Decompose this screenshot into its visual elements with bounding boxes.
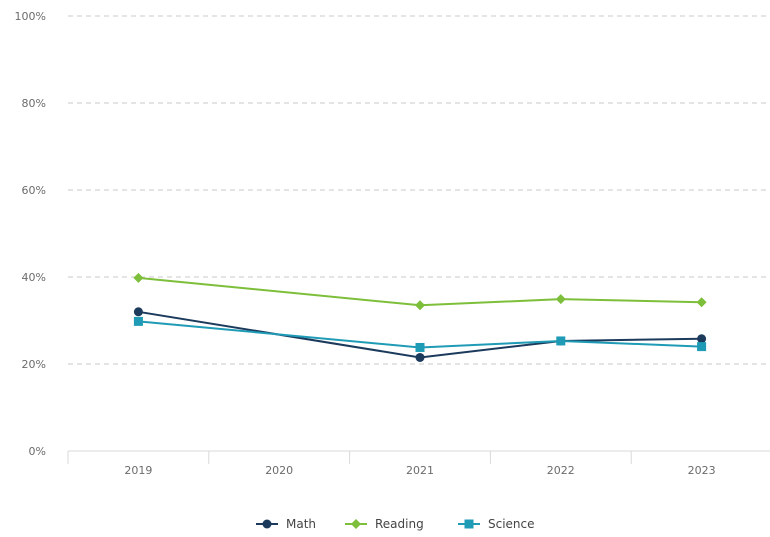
legend: Math Reading Science: [256, 517, 535, 531]
legend-label: Reading: [375, 517, 424, 531]
x-tick-label: 2019: [124, 464, 152, 477]
reading-data-point: [133, 272, 144, 283]
reading-data-point: [555, 294, 566, 305]
reading-data-point: [415, 300, 425, 311]
math-legend-marker: [262, 519, 272, 529]
x-tick-label: 2020: [265, 464, 293, 477]
x-tick-label: 2021: [406, 464, 434, 477]
science-data-point: [415, 342, 425, 352]
y-tick-label: 20%: [22, 358, 46, 371]
x-axis: [67, 450, 770, 464]
series-lines: [138, 276, 702, 359]
math-data-point: [133, 307, 143, 317]
x-tick-label: 2022: [547, 464, 575, 477]
x-tick-label: 2023: [688, 464, 716, 477]
science-series-line: [138, 320, 702, 349]
reading-legend-marker: [351, 519, 361, 529]
science-data-point: [556, 336, 566, 346]
science-legend-marker: [464, 519, 474, 529]
science-data-point: [133, 316, 143, 326]
legend-item-science: Science: [458, 517, 535, 531]
y-axis-tick-labels: 0% 20% 40% 60% 80% 100%: [15, 10, 46, 458]
legend-item-math: Math: [256, 517, 316, 531]
reading-series-line: [138, 276, 702, 307]
x-axis-tick-labels: 2019 2020 2021 2022 2023: [124, 464, 715, 477]
gridlines: [68, 15, 768, 365]
y-tick-label: 40%: [22, 271, 46, 284]
math-data-point: [697, 334, 707, 344]
y-tick-label: 80%: [22, 97, 46, 110]
series-markers: [133, 272, 707, 362]
legend-label: Science: [488, 517, 535, 531]
legend-item-reading: Reading: [345, 517, 424, 531]
math-data-point: [415, 352, 425, 362]
y-tick-label: 100%: [15, 10, 46, 23]
legend-label: Math: [286, 517, 316, 531]
y-tick-label: 0%: [29, 445, 46, 458]
science-data-point: [697, 342, 707, 352]
y-tick-label: 60%: [22, 184, 46, 197]
reading-data-point: [696, 297, 707, 308]
